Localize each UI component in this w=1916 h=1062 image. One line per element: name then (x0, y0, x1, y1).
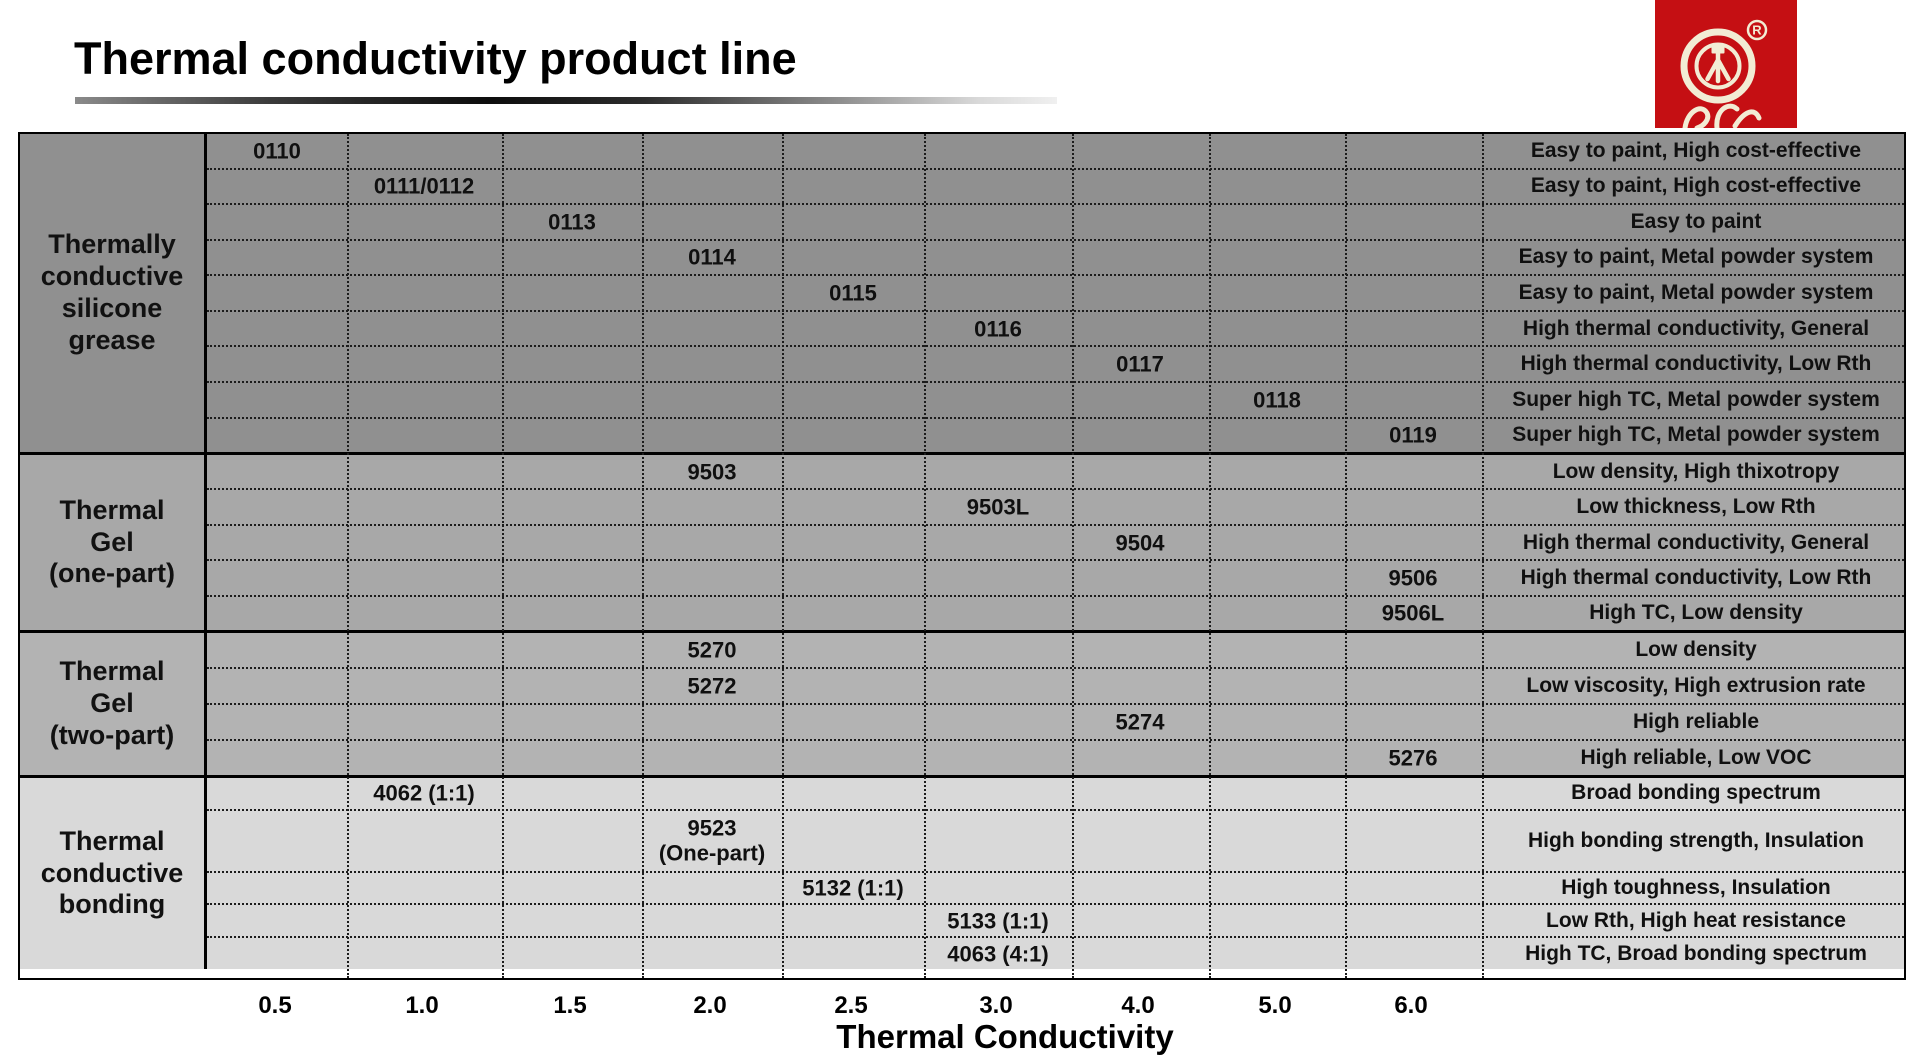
logo-emblem-icon: R (1655, 0, 1797, 131)
group-label: Thermal Gel (one-part) (20, 455, 207, 630)
product-description: High bonding strength, Insulation (1528, 828, 1864, 852)
product-label: 0115 (829, 280, 877, 306)
product-row: 0110 Easy to paint, High cost-effective (207, 134, 1904, 170)
group-silicone-grease: Thermally conductive silicone grease 011… (20, 134, 1904, 452)
product-description: Low viscosity, High extrusion rate (1526, 673, 1866, 697)
product-label: 5133 (1:1) (947, 908, 1049, 934)
product-label: 0117 (1116, 351, 1164, 377)
product-description: Easy to paint, High cost-effective (1530, 138, 1862, 162)
product-description: Easy to paint, High cost-effective (1530, 174, 1862, 198)
product-label: 9503 (687, 459, 737, 485)
product-description: Easy to paint, Metal powder system (1518, 245, 1874, 269)
product-label: 9523 (One-part) (658, 815, 766, 866)
page-title: Thermal conductivity product line (74, 33, 797, 84)
x-axis-title: Thermal Conductivity (836, 1018, 1174, 1055)
product-label: 9503L (966, 494, 1030, 520)
x-tick: 5.0 (1258, 992, 1292, 1019)
product-label: 5276 (1388, 745, 1438, 771)
product-label: 0119 (1389, 422, 1437, 448)
product-row: 4063 (4:1) High TC, Broad bonding spectr… (207, 938, 1904, 969)
product-row: 0113 Easy to paint (207, 205, 1904, 241)
product-row: 9506L High TC, Low density (207, 597, 1904, 630)
product-row: 9523 (One-part) High bonding strength, I… (207, 811, 1904, 873)
product-row: 0118 Super high TC, Metal powder system (207, 383, 1904, 419)
product-description: Low Rth, High heat resistance (1546, 908, 1846, 932)
product-description: High reliable, Low VOC (1580, 745, 1812, 769)
group-thermal-conductive-bonding: Thermal conductive bonding 4062 (1:1) Br… (20, 775, 1904, 969)
product-description: High TC, Low density (1589, 601, 1803, 625)
x-tick: 1.5 (553, 992, 587, 1019)
product-row: 9506 High thermal conductivity, Low Rth (207, 561, 1904, 597)
product-description: Super high TC, Metal powder system (1512, 387, 1880, 411)
group-label: Thermal conductive bonding (20, 778, 207, 969)
product-label: 0111/0112 (373, 173, 475, 199)
product-label: 4062 (1:1) (373, 780, 475, 806)
product-description: Low density, High thixotropy (1552, 459, 1840, 483)
product-row: 0117 High thermal conductivity, Low Rth (207, 347, 1904, 383)
product-label: 0116 (974, 315, 1022, 341)
product-label: 0110 (253, 138, 301, 164)
product-row: 5133 (1:1) Low Rth, High heat resistance (207, 905, 1904, 939)
product-label: 9504 (1115, 529, 1165, 555)
product-row: 0119 Super high TC, Metal powder system (207, 419, 1904, 453)
title-underline (75, 97, 1057, 104)
product-row: 5274 High reliable (207, 705, 1904, 741)
product-row: 5272 Low viscosity, High extrusion rate (207, 669, 1904, 705)
product-description: Super high TC, Metal powder system (1512, 423, 1880, 447)
product-description: High toughness, Insulation (1561, 876, 1831, 900)
product-row: 5132 (1:1) High toughness, Insulation (207, 873, 1904, 906)
product-label: 5270 (687, 637, 737, 663)
product-label: 4063 (4:1) (947, 940, 1049, 966)
x-tick: 4.0 (1121, 992, 1155, 1019)
product-row: 9504 High thermal conductivity, General (207, 526, 1904, 562)
group-thermal-gel-one-part: Thermal Gel (one-part) 9503 Low density,… (20, 452, 1904, 630)
product-description: Broad bonding spectrum (1571, 781, 1821, 805)
product-label: 5274 (1115, 709, 1165, 735)
x-tick: 1.0 (405, 992, 439, 1019)
x-tick: 2.0 (693, 992, 727, 1019)
x-tick: 2.5 (834, 992, 868, 1019)
product-row: 4062 (1:1) Broad bonding spectrum (207, 778, 1904, 811)
svg-text:R: R (1752, 23, 1762, 38)
product-description: Low density (1635, 637, 1757, 661)
product-description: High reliable (1632, 709, 1760, 733)
product-row: 0116 High thermal conductivity, General (207, 312, 1904, 348)
product-line-chart: Thermally conductive silicone grease 011… (18, 132, 1906, 980)
group-label: Thermally conductive silicone grease (20, 134, 207, 452)
group-thermal-gel-two-part: Thermal Gel (two-part) 5270 Low density … (20, 630, 1904, 775)
product-description: High thermal conductivity, Low Rth (1520, 352, 1872, 376)
x-tick: 6.0 (1394, 992, 1428, 1019)
product-row: 0114 Easy to paint, Metal powder system (207, 241, 1904, 277)
product-description: Low thickness, Low Rth (1576, 495, 1816, 519)
product-label: 5132 (1:1) (802, 875, 904, 901)
product-description: Easy to paint (1630, 209, 1762, 233)
product-label: 5272 (687, 673, 737, 699)
product-row: 0115 Easy to paint, Metal powder system (207, 276, 1904, 312)
product-description: High thermal conductivity, Low Rth (1520, 565, 1872, 589)
product-description: Easy to paint, Metal powder system (1518, 281, 1874, 305)
product-row: 5270 Low density (207, 633, 1904, 669)
x-tick: 3.0 (979, 992, 1013, 1019)
product-label: 0118 (1253, 387, 1301, 413)
product-row: 5276 High reliable, Low VOC (207, 741, 1904, 775)
product-row: 9503 Low density, High thixotropy (207, 455, 1904, 491)
company-logo: R (1655, 0, 1797, 131)
x-tick: 0.5 (258, 992, 292, 1019)
product-row: 0111/0112 Easy to paint, High cost-effec… (207, 170, 1904, 206)
product-label: 0113 (548, 209, 596, 235)
product-label: 9506 (1388, 565, 1438, 591)
group-label: Thermal Gel (two-part) (20, 633, 207, 775)
product-description: High thermal conductivity, General (1522, 530, 1870, 554)
product-description: High TC, Broad bonding spectrum (1525, 941, 1867, 965)
product-row: 9503L Low thickness, Low Rth (207, 490, 1904, 526)
product-description: High thermal conductivity, General (1522, 316, 1870, 340)
product-label: 9506L (1381, 600, 1445, 626)
product-label: 0114 (688, 244, 736, 270)
